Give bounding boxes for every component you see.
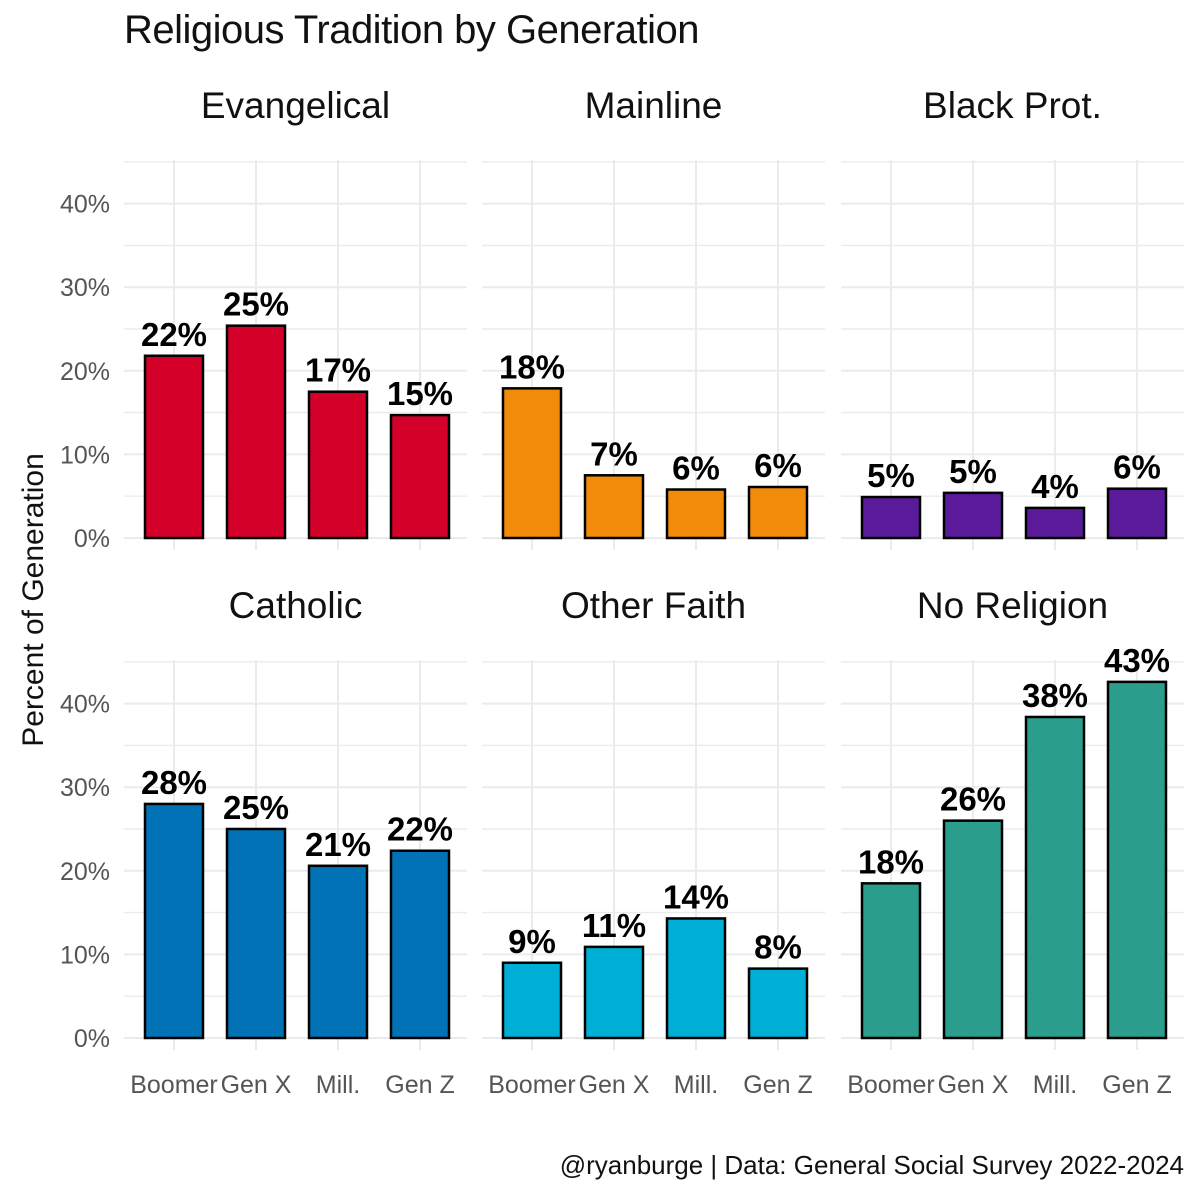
data-label: 28%: [141, 764, 207, 801]
bar: [225, 827, 287, 1040]
x-tick-label: Mill.: [316, 1071, 360, 1099]
data-label: 43%: [1104, 642, 1170, 679]
data-label: 6%: [672, 450, 720, 487]
bar: [1024, 715, 1086, 1040]
data-label: 4%: [1031, 468, 1079, 505]
data-label: 6%: [754, 447, 802, 484]
bar: [307, 864, 369, 1040]
bar: [1106, 680, 1168, 1040]
data-label: 18%: [858, 843, 924, 880]
x-tick-label: Boomer: [488, 1071, 576, 1099]
facet-title: Mainline: [585, 85, 723, 126]
y-tick-label: 20%: [60, 858, 110, 886]
bar: [747, 967, 809, 1040]
bar: [307, 390, 369, 540]
data-label: 18%: [499, 348, 565, 385]
data-label: 9%: [508, 923, 556, 960]
x-tick-label: Gen X: [221, 1071, 292, 1099]
data-label: 14%: [663, 878, 729, 915]
bar: [942, 491, 1004, 540]
facet-title: Evangelical: [201, 85, 390, 126]
bar: [942, 819, 1004, 1040]
y-tick-label: 40%: [60, 691, 110, 719]
bar: [501, 961, 563, 1040]
x-tick-label: Gen Z: [743, 1071, 812, 1099]
bar: [501, 387, 563, 540]
facet-title: Black Prot.: [923, 85, 1102, 126]
data-label: 22%: [387, 811, 453, 848]
bar: [1106, 487, 1168, 540]
x-tick-label: Gen Z: [385, 1071, 454, 1099]
data-label: 7%: [590, 435, 638, 472]
bar: [665, 917, 727, 1040]
y-tick-label: 10%: [60, 441, 110, 469]
data-label: 11%: [582, 907, 646, 944]
data-label: 6%: [1113, 449, 1161, 486]
bar: [747, 485, 809, 540]
x-tick-label: Gen X: [579, 1071, 650, 1099]
y-tick-label: 30%: [60, 274, 110, 302]
bar: [583, 945, 645, 1040]
bar: [389, 849, 451, 1040]
bar: [583, 474, 645, 540]
x-tick-label: Boomer: [130, 1071, 218, 1099]
y-tick-label: 40%: [60, 191, 110, 219]
bar: [143, 802, 205, 1040]
bar: [860, 495, 922, 540]
data-label: 5%: [867, 457, 915, 494]
bar: [860, 882, 922, 1040]
data-label: 22%: [141, 316, 207, 353]
bar: [1024, 506, 1086, 540]
caption: @ryanburge | Data: General Social Survey…: [559, 1150, 1184, 1180]
data-label: 17%: [305, 352, 371, 389]
x-tick-label: Mill.: [674, 1071, 718, 1099]
chart-title: Religious Tradition by Generation: [124, 8, 699, 52]
x-tick-label: Mill.: [1033, 1071, 1077, 1099]
x-tick-label: Gen X: [938, 1071, 1009, 1099]
x-tick-label: Boomer: [847, 1071, 935, 1099]
data-label: 5%: [949, 453, 997, 490]
data-label: 26%: [940, 781, 1006, 818]
data-label: 8%: [754, 929, 802, 966]
y-tick-label: 0%: [74, 525, 110, 553]
facet-title: Catholic: [229, 585, 363, 626]
x-tick-label: Gen Z: [1102, 1071, 1171, 1099]
bar: [225, 324, 287, 540]
data-label: 15%: [387, 375, 453, 412]
bar: [665, 488, 727, 540]
data-label: 25%: [223, 789, 289, 826]
y-tick-label: 10%: [60, 941, 110, 969]
bar: [389, 413, 451, 540]
facet-title: Other Faith: [561, 585, 746, 626]
bar: [143, 354, 205, 540]
data-label: 25%: [223, 286, 289, 323]
data-label: 21%: [305, 826, 371, 863]
data-label: 38%: [1022, 677, 1088, 714]
y-tick-label: 30%: [60, 774, 110, 802]
y-tick-label: 0%: [74, 1025, 110, 1053]
facet-title: No Religion: [917, 585, 1108, 626]
y-tick-label: 20%: [60, 358, 110, 386]
